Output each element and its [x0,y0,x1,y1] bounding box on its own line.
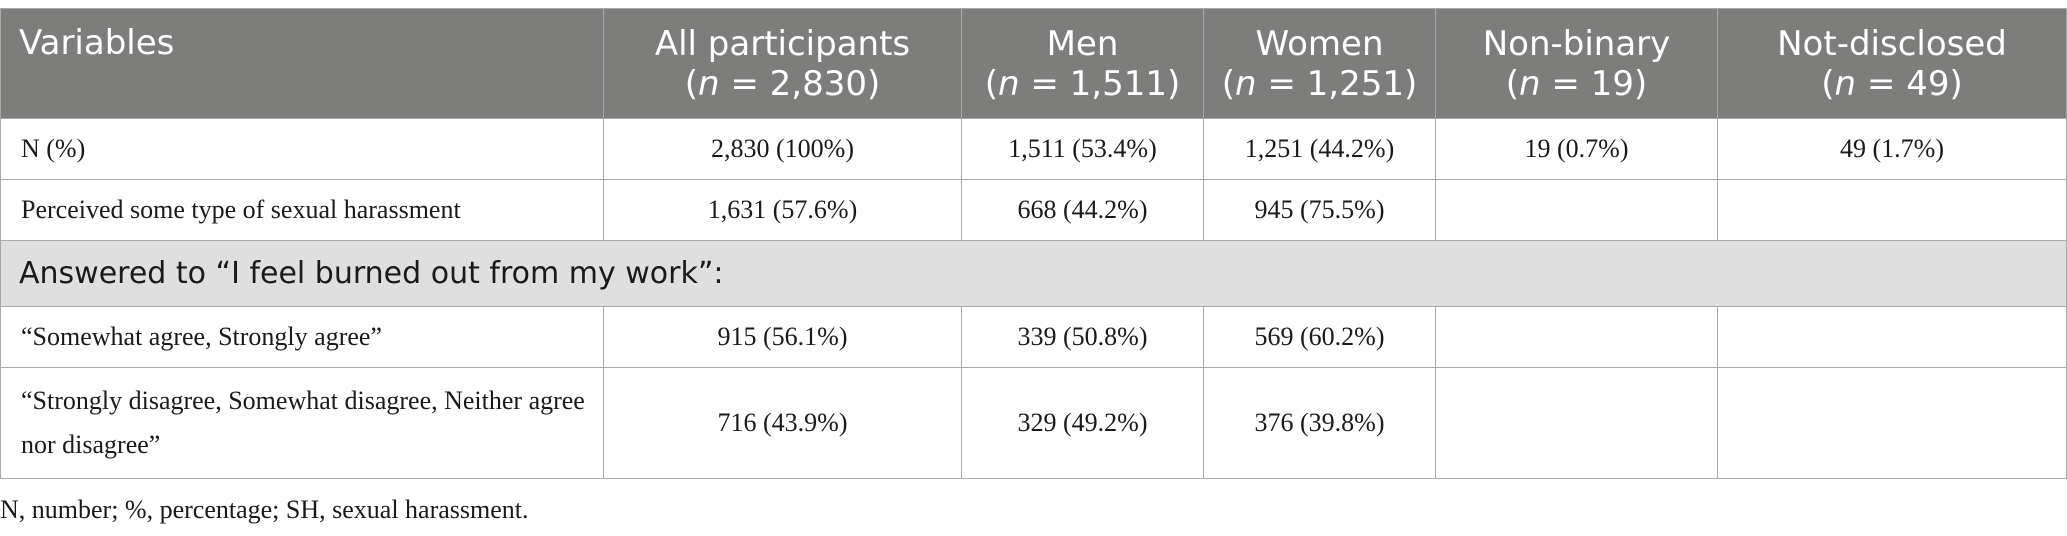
n-symbol: n [998,63,1020,104]
header-men: Men (n = 1,511) [961,8,1204,119]
header-non-binary-n: (n = 19) [1436,64,1717,104]
n-value: = 49) [1856,63,1963,104]
cell-all-participants: 915 (56.1%) [603,306,962,368]
cell-women: 569 (60.2%) [1203,306,1436,368]
row-label: “Strongly disagree, Somewhat disagree, N… [0,367,604,479]
cell-non-binary [1435,179,1718,241]
cell-all-participants: 1,631 (57.6%) [603,179,962,241]
header-not-disclosed-title: Not-disclosed [1777,23,2007,64]
cell-not-disclosed [1717,367,2067,479]
cell-women: 376 (39.8%) [1203,367,1436,479]
cell-non-binary [1435,306,1718,368]
n-value: = 19) [1540,63,1648,104]
row-label: N (%) [0,118,604,180]
cell-not-disclosed [1717,306,2067,368]
paren: ( [1821,63,1835,104]
results-table: Variables All participants (n = 2,830) M… [0,8,2067,479]
cell-not-disclosed: 49 (1.7%) [1717,118,2067,180]
cell-non-binary: 19 (0.7%) [1435,118,1718,180]
cell-men: 1,511 (53.4%) [961,118,1204,180]
cell-all-participants: 2,830 (100%) [603,118,962,180]
section-title: Answered to “I feel burned out from my w… [0,240,2067,307]
table-row: Perceived some type of sexual harassment… [0,179,2067,241]
n-value: = 1,511) [1019,63,1181,104]
header-non-binary: Non-binary (n = 19) [1435,8,1718,119]
paren: ( [1221,63,1235,104]
header-non-binary-title: Non-binary [1482,23,1671,64]
n-symbol: n [1834,63,1857,104]
row-label: “Somewhat agree, Strongly agree” [0,306,604,368]
table-header-row: Variables All participants (n = 2,830) M… [0,8,2067,119]
header-variables-label: Variables [19,23,175,63]
paren: ( [684,63,698,104]
n-symbol: n [698,63,720,104]
header-women-title: Women [1255,23,1384,64]
header-men-title: Men [1046,23,1119,64]
table-footnote: N, number; %, percentage; SH, sexual har… [0,495,529,524]
table-row: N (%) 2,830 (100%) 1,511 (53.4%) 1,251 (… [0,118,2067,180]
header-all-participants-n: (n = 2,830) [604,64,961,104]
paren: ( [984,63,998,104]
table-row: “Strongly disagree, Somewhat disagree, N… [0,367,2067,479]
cell-non-binary [1435,367,1718,479]
cell-men: 339 (50.8%) [961,306,1204,368]
cell-all-participants: 716 (43.9%) [603,367,962,479]
n-value: = 1,251) [1256,63,1418,104]
n-symbol: n [1235,63,1257,104]
header-variables: Variables [0,8,604,119]
header-all-participants-title: All participants [654,23,911,64]
row-label: Perceived some type of sexual harassment [0,179,604,241]
n-symbol: n [1519,63,1541,104]
table-row: “Somewhat agree, Strongly agree” 915 (56… [0,306,2067,368]
header-men-n: (n = 1,511) [962,64,1203,104]
cell-men: 329 (49.2%) [961,367,1204,479]
header-women-n: (n = 1,251) [1204,64,1435,104]
n-value: = 2,830) [719,63,881,104]
cell-men: 668 (44.2%) [961,179,1204,241]
cell-women: 1,251 (44.2%) [1203,118,1436,180]
paren: ( [1505,63,1520,104]
header-not-disclosed-n: (n = 49) [1718,64,2066,104]
header-not-disclosed: Not-disclosed (n = 49) [1717,8,2067,119]
cell-not-disclosed [1717,179,2067,241]
header-women: Women (n = 1,251) [1203,8,1436,119]
cell-women: 945 (75.5%) [1203,179,1436,241]
section-header-row: Answered to “I feel burned out from my w… [0,240,2067,307]
header-all-participants: All participants (n = 2,830) [603,8,962,119]
